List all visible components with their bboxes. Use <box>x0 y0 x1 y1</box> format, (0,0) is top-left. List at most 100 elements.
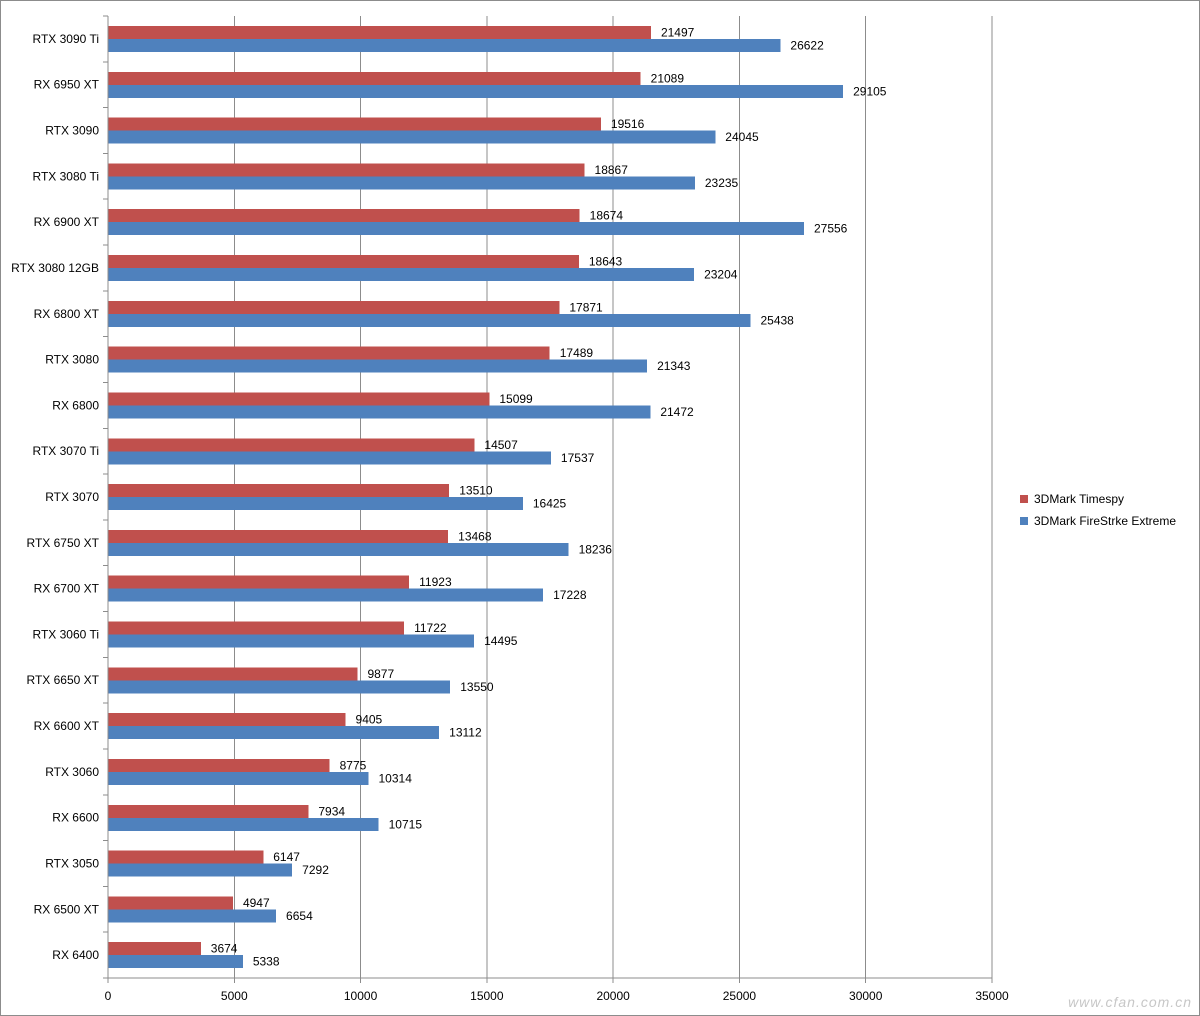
data-label-timespy-16: 8775 <box>340 758 367 772</box>
category-label-13: RTX 3060 Ti <box>33 627 99 641</box>
category-label-12: RX 6700 XT <box>34 582 100 596</box>
legend-swatch-firestrike <box>1020 517 1028 525</box>
bar-timespy-20 <box>108 942 201 956</box>
data-label-firestrike-17: 10715 <box>389 817 423 831</box>
legend-item-firestrike: 3DMark FireStrke Extreme <box>1020 510 1176 532</box>
data-label-firestrike-14: 13550 <box>460 680 494 694</box>
data-label-timespy-4: 18674 <box>590 209 624 223</box>
category-label-17: RX 6600 <box>52 811 99 825</box>
category-label-18: RTX 3050 <box>45 856 99 870</box>
category-label-10: RTX 3070 <box>45 490 99 504</box>
bar-timespy-0 <box>108 26 651 39</box>
category-label-11: RTX 6750 XT <box>27 536 100 550</box>
data-label-timespy-3: 18867 <box>595 163 629 177</box>
bar-firestrike-10 <box>108 497 523 511</box>
bar-timespy-10 <box>108 484 450 498</box>
bar-firestrike-20 <box>108 955 243 969</box>
data-label-firestrike-13: 14495 <box>484 634 518 648</box>
category-label-7: RTX 3080 <box>45 353 99 367</box>
x-tick-label-6: 30000 <box>849 989 883 1003</box>
x-tick-label-3: 15000 <box>470 989 504 1003</box>
data-label-timespy-10: 13510 <box>459 484 493 498</box>
data-label-firestrike-6: 25438 <box>760 313 794 327</box>
bar-timespy-2 <box>108 117 601 131</box>
category-label-6: RX 6800 XT <box>34 307 100 321</box>
legend-item-timespy: 3DMark Timespy <box>1020 488 1176 510</box>
bar-timespy-13 <box>108 621 405 635</box>
data-label-timespy-8: 15099 <box>499 392 533 406</box>
bar-firestrike-9 <box>108 451 551 465</box>
bar-timespy-17 <box>108 804 309 818</box>
category-label-20: RX 6400 <box>52 948 99 962</box>
data-label-timespy-17: 7934 <box>318 804 345 818</box>
bar-timespy-12 <box>108 575 410 589</box>
category-label-1: RX 6950 XT <box>34 78 100 92</box>
bar-timespy-15 <box>108 713 346 727</box>
watermark: www.cfan.com.cn <box>1068 994 1192 1010</box>
data-label-timespy-6: 17871 <box>569 300 603 314</box>
bar-firestrike-0 <box>108 39 781 52</box>
bar-timespy-11 <box>108 529 449 543</box>
category-label-3: RTX 3080 Ti <box>33 169 99 183</box>
bar-timespy-16 <box>108 758 330 772</box>
bar-firestrike-15 <box>108 726 440 740</box>
category-label-14: RTX 6650 XT <box>27 673 100 687</box>
data-label-firestrike-1: 29105 <box>853 84 887 98</box>
data-label-firestrike-12: 17228 <box>553 588 587 602</box>
bar-firestrike-19 <box>108 909 277 923</box>
bar-firestrike-16 <box>108 771 369 785</box>
data-label-firestrike-18: 7292 <box>302 863 329 877</box>
data-label-timespy-7: 17489 <box>560 346 594 360</box>
data-label-timespy-9: 14507 <box>484 438 518 452</box>
x-tick-label-5: 25000 <box>723 989 757 1003</box>
x-tick-label-1: 5000 <box>221 989 248 1003</box>
data-label-firestrike-9: 17537 <box>561 451 595 465</box>
data-label-firestrike-20: 5338 <box>253 955 280 969</box>
data-label-firestrike-5: 23204 <box>704 268 738 282</box>
data-label-timespy-20: 3674 <box>211 942 238 956</box>
data-label-firestrike-10: 16425 <box>533 497 567 511</box>
data-label-firestrike-7: 21343 <box>657 359 691 373</box>
bar-firestrike-12 <box>108 588 544 602</box>
bar-firestrike-5 <box>108 268 695 282</box>
bar-timespy-5 <box>108 255 579 269</box>
bar-timespy-14 <box>108 667 358 681</box>
bar-timespy-9 <box>108 438 475 452</box>
data-label-timespy-11: 13468 <box>458 529 492 543</box>
bar-firestrike-4 <box>108 222 804 236</box>
bar-firestrike-18 <box>108 863 293 877</box>
bar-firestrike-13 <box>108 634 475 648</box>
data-label-timespy-13: 11722 <box>414 621 447 635</box>
data-label-timespy-12: 11923 <box>419 575 452 589</box>
category-label-16: RTX 3060 <box>45 765 99 779</box>
bar-firestrike-11 <box>108 542 569 556</box>
data-label-timespy-19: 4947 <box>243 896 270 910</box>
category-label-15: RX 6600 XT <box>34 719 100 733</box>
category-label-2: RTX 3090 <box>45 124 99 138</box>
legend: 3DMark Timespy 3DMark FireStrke Extreme <box>1020 488 1176 532</box>
x-tick-label-2: 10000 <box>344 989 378 1003</box>
bar-timespy-7 <box>108 346 550 360</box>
legend-label-firestrike: 3DMark FireStrke Extreme <box>1034 514 1177 528</box>
bar-firestrike-17 <box>108 817 379 831</box>
bar-firestrike-7 <box>108 359 648 373</box>
x-tick-label-7: 35000 <box>975 989 1009 1003</box>
bar-firestrike-1 <box>108 84 844 98</box>
category-label-9: RTX 3070 Ti <box>33 444 99 458</box>
legend-swatch-timespy <box>1020 495 1028 503</box>
data-label-firestrike-4: 27556 <box>814 222 848 236</box>
bar-firestrike-14 <box>108 680 451 694</box>
data-label-firestrike-0: 26622 <box>790 39 824 53</box>
category-label-0: RTX 3090 Ti <box>33 32 99 46</box>
data-label-timespy-2: 19516 <box>611 117 645 131</box>
data-label-timespy-14: 9877 <box>367 667 394 681</box>
data-label-firestrike-8: 21472 <box>660 405 694 419</box>
legend-label-timespy: 3DMark Timespy <box>1034 492 1125 506</box>
bar-firestrike-6 <box>108 313 751 327</box>
bar-timespy-3 <box>108 163 585 177</box>
bar-firestrike-8 <box>108 405 651 419</box>
data-label-firestrike-19: 6654 <box>286 909 313 923</box>
bar-timespy-4 <box>108 209 580 223</box>
data-label-firestrike-2: 24045 <box>725 130 759 144</box>
category-label-19: RX 6500 XT <box>34 902 100 916</box>
